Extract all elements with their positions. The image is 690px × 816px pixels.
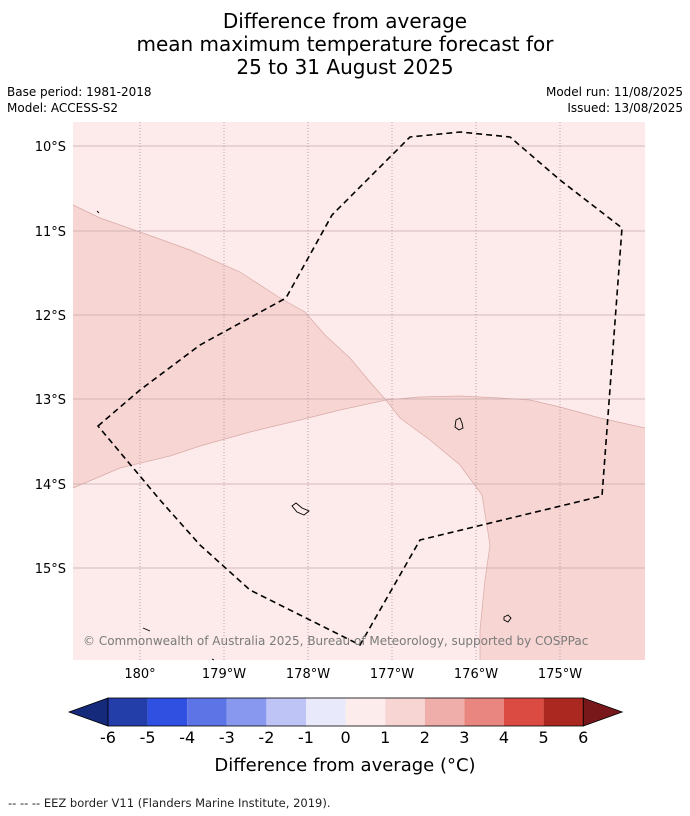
lon-label-177w: 177°W	[370, 667, 414, 682]
forecast-map: 10°S 11°S 12°S 13°S 14°S 15°S 180° 179°W…	[35, 122, 646, 747]
colorbar-extend-low	[67, 697, 109, 727]
colorbar-segment	[266, 698, 306, 726]
copyright-notice: © Commonwealth of Australia 2025, Bureau…	[83, 634, 588, 648]
eez-border	[96, 131, 623, 647]
lon-label-179w: 179°W	[202, 667, 246, 682]
lon-label-175w: 175°W	[538, 667, 582, 682]
islands	[96, 210, 512, 661]
title-line-1: Difference from average	[222, 9, 468, 33]
issued-date: Issued: 13/08/2025	[567, 101, 683, 115]
model-name: Model: ACCESS-S2	[7, 101, 119, 115]
colorbar-segment	[306, 698, 346, 726]
lat-label-13s: 13°S	[35, 393, 66, 408]
latitude-gridlines	[73, 145, 645, 569]
anomaly-band-1-2-northwest	[73, 205, 386, 488]
lat-label-15s: 15°S	[35, 562, 66, 577]
colorbar-segment	[108, 698, 148, 726]
lat-label-11s: 11°S	[35, 225, 66, 240]
lon-label-178w: 178°W	[286, 667, 330, 682]
colorbar-segment	[187, 698, 227, 726]
eez-legend-note: -- -- -- EEZ border V11 (Flanders Marine…	[8, 796, 331, 810]
colorbar-segment	[385, 698, 425, 726]
colorbar-tick-label: 5	[539, 728, 549, 747]
colorbar-tick-label: -4	[179, 728, 195, 747]
colorbar-tick-label: 4	[499, 728, 509, 747]
colorbar-segment	[226, 698, 267, 726]
colorbar-tick-label: -5	[140, 728, 156, 747]
colorbar-segment	[147, 698, 188, 726]
colorbar-tick-label: -1	[298, 728, 314, 747]
lat-label-14s: 14°S	[35, 478, 66, 493]
latitude-labels: 10°S 11°S 12°S 13°S 14°S 15°S	[35, 140, 66, 577]
colorbar-segment	[424, 698, 465, 726]
longitude-labels: 180° 179°W 178°W 177°W 176°W 175°W	[124, 667, 582, 682]
colorbar-extend-high	[582, 697, 624, 727]
colorbar-tick-label: 1	[380, 728, 390, 747]
island-south	[503, 614, 512, 623]
colorbar-tick-label: 6	[578, 728, 588, 747]
lat-label-10s: 10°S	[35, 140, 66, 155]
colorbar-tick-label: 3	[459, 728, 469, 747]
colorbar-tick-label: 0	[341, 728, 351, 747]
island-central	[291, 502, 310, 516]
colorbar-segment	[543, 698, 584, 726]
colorbar-segment	[504, 698, 544, 726]
colorbar-tick-label: 2	[420, 728, 430, 747]
colorbar-label: Difference from average (°C)	[214, 755, 476, 776]
colorbar-segment	[345, 698, 386, 726]
island-east	[454, 417, 464, 431]
model-run: Model run: 11/08/2025	[545, 85, 683, 99]
lat-label-12s: 12°S	[35, 309, 66, 324]
anomaly-band-1-2-east	[386, 396, 645, 660]
lon-label-176w: 176°W	[454, 667, 498, 682]
contour-line-northwest	[72, 204, 387, 489]
lon-label-180: 180°	[124, 667, 155, 682]
title-line-2: mean maximum temperature forecast for	[136, 32, 554, 56]
colorbar: -6 -5 -4 -3 -2 -1 0 1 2 3 4 5 6	[67, 697, 624, 747]
base-period: Base period: 1981-2018	[7, 85, 152, 99]
colorbar-outline	[107, 697, 584, 727]
colorbar-segment	[464, 698, 504, 726]
title-line-3: 25 to 31 August 2025	[236, 55, 454, 79]
colorbar-tick-label: -3	[219, 728, 235, 747]
colorbar-tick-label: -6	[100, 728, 116, 747]
island-bottom-speck	[211, 658, 215, 661]
island-north-speck	[96, 210, 100, 214]
colorbar-tick-label: -2	[258, 728, 274, 747]
island-southwest	[142, 627, 151, 632]
